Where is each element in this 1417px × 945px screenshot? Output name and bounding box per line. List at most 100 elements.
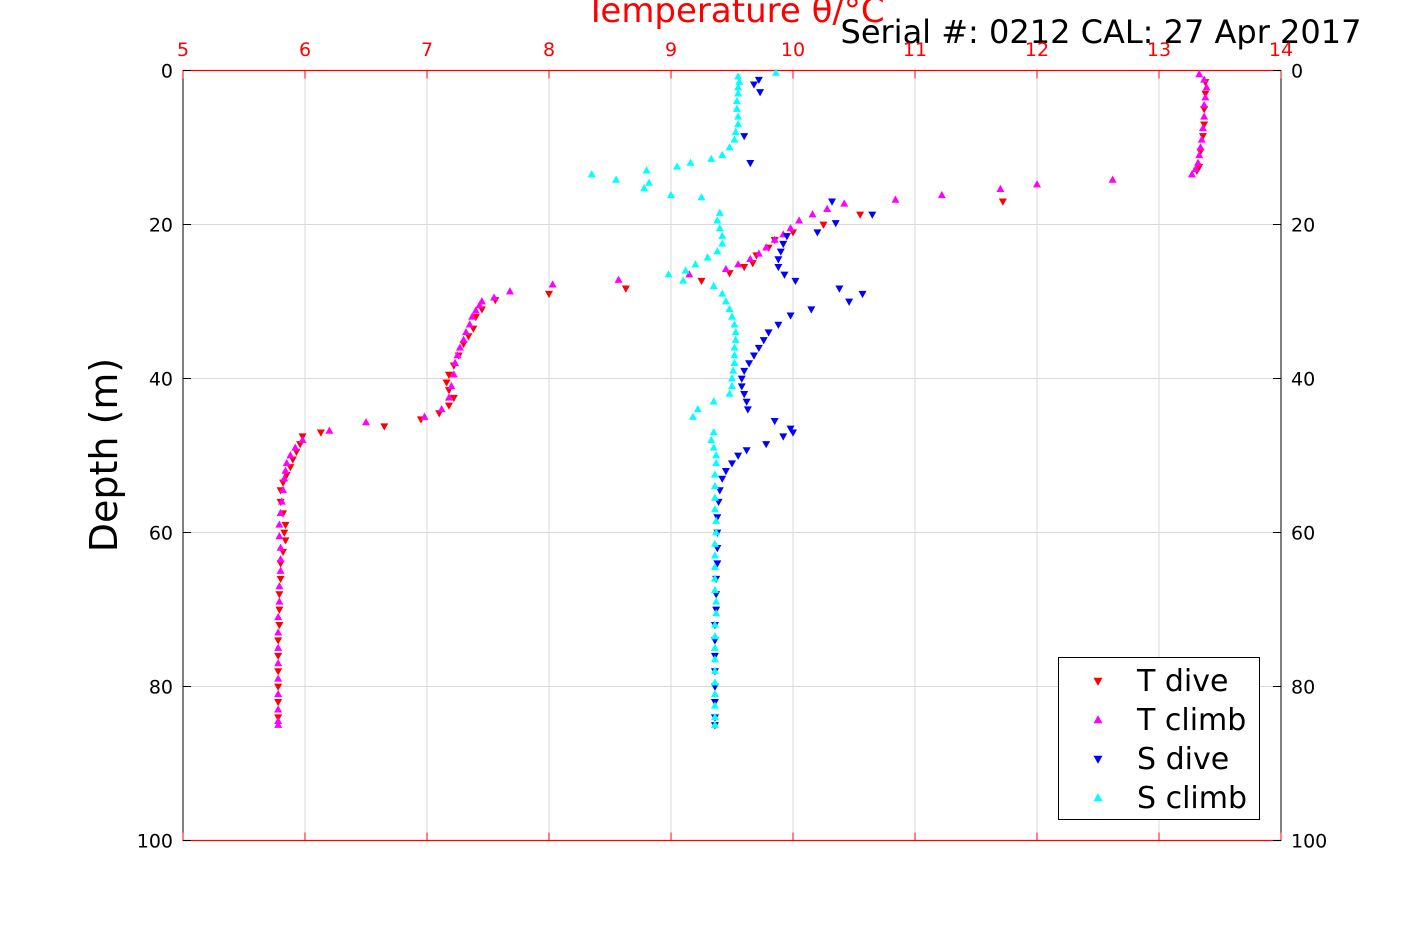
data-point: [732, 96, 741, 105]
data-point: [281, 521, 290, 530]
data-point: [277, 497, 286, 505]
data-point: [449, 370, 458, 378]
data-point: [710, 689, 719, 698]
data-point: [1200, 75, 1209, 83]
data-point: [831, 220, 840, 228]
data-point: [718, 231, 727, 239]
data-point: [840, 199, 849, 207]
data-point: [325, 426, 334, 434]
x-tick-label: 8: [543, 39, 555, 61]
data-point: [808, 210, 817, 218]
y-tick-label-right: 100: [1291, 831, 1327, 853]
data-point: [718, 475, 727, 483]
data-point: [703, 253, 712, 261]
data-point: [998, 198, 1007, 206]
y-tick-label-right: 20: [1291, 215, 1315, 237]
data-point: [728, 381, 736, 390]
data-point: [728, 374, 736, 382]
data-point: [764, 329, 773, 337]
data-point: [362, 418, 370, 426]
data-point: [276, 566, 285, 574]
data-point: [730, 320, 739, 328]
data-point: [725, 304, 734, 313]
legend: T dive T climb S dive S climb: [1058, 657, 1260, 820]
data-point: [746, 160, 755, 168]
data-point: [275, 532, 284, 540]
y-tick-label-left: 60: [149, 523, 173, 545]
data-point: [786, 224, 795, 232]
data-point: [730, 343, 739, 351]
data-point: [734, 83, 743, 91]
data-point: [731, 127, 740, 135]
data-point: [691, 260, 700, 268]
data-point: [697, 193, 706, 201]
data-point: [1200, 112, 1209, 120]
data-point: [734, 72, 743, 80]
data-point: [274, 628, 283, 636]
data-point: [275, 582, 284, 590]
data-point: [807, 306, 816, 314]
data-point: [587, 170, 596, 178]
data-point: [286, 451, 295, 459]
data-point: [868, 211, 877, 219]
data-point: [709, 397, 718, 405]
data-point: [664, 270, 673, 278]
legend-label: S dive: [1137, 742, 1229, 777]
data-point: [707, 435, 716, 443]
data-point: [447, 381, 456, 390]
data-point: [845, 298, 854, 306]
data-point: [779, 240, 788, 249]
data-point: [276, 555, 285, 563]
data-point: [734, 452, 743, 460]
data-point: [791, 277, 800, 286]
data-point: [1195, 150, 1204, 159]
data-point: [712, 528, 721, 536]
data-point: [734, 260, 743, 268]
y-tick-label-left: 20: [149, 215, 173, 237]
data-point: [640, 183, 649, 192]
data-point: [712, 451, 721, 459]
data-point: [795, 216, 804, 224]
data-point: [274, 643, 283, 651]
data-point: [771, 68, 780, 76]
data-point: [1200, 121, 1209, 129]
data-point: [282, 458, 291, 467]
data-point: [274, 720, 283, 728]
data-point: [823, 204, 832, 212]
data-point: [545, 290, 553, 299]
data-point: [730, 358, 739, 366]
data-point: [721, 468, 730, 476]
data-point: [465, 320, 474, 328]
data-point: [774, 263, 783, 272]
data-point: [715, 208, 724, 216]
data-point: [710, 643, 719, 651]
data-point: [786, 425, 795, 433]
data-point: [734, 120, 743, 128]
x-tick-label: 6: [299, 39, 311, 61]
data-point: [729, 366, 738, 374]
chart-title: Temperature θ/°C: [584, 0, 884, 31]
legend-marker: [1093, 793, 1103, 802]
data-point: [710, 632, 719, 640]
data-point: [621, 285, 630, 293]
data-point: [780, 271, 789, 279]
x-tick-label: 13: [1147, 39, 1171, 61]
data-point: [548, 280, 557, 288]
data-point: [713, 247, 722, 255]
data-point: [721, 297, 730, 305]
data-point: [444, 371, 453, 379]
data-point: [710, 620, 719, 628]
data-point: [274, 612, 283, 621]
data-point: [444, 393, 453, 401]
x-tick-label: 10: [781, 39, 805, 61]
data-point: [455, 343, 464, 351]
data-point: [274, 637, 283, 645]
data-point: [742, 398, 751, 406]
data-point: [718, 289, 727, 297]
data-point: [786, 312, 795, 320]
data-point: [740, 263, 749, 272]
data-point: [710, 585, 719, 594]
data-point: [274, 689, 283, 698]
data-point: [614, 275, 623, 283]
